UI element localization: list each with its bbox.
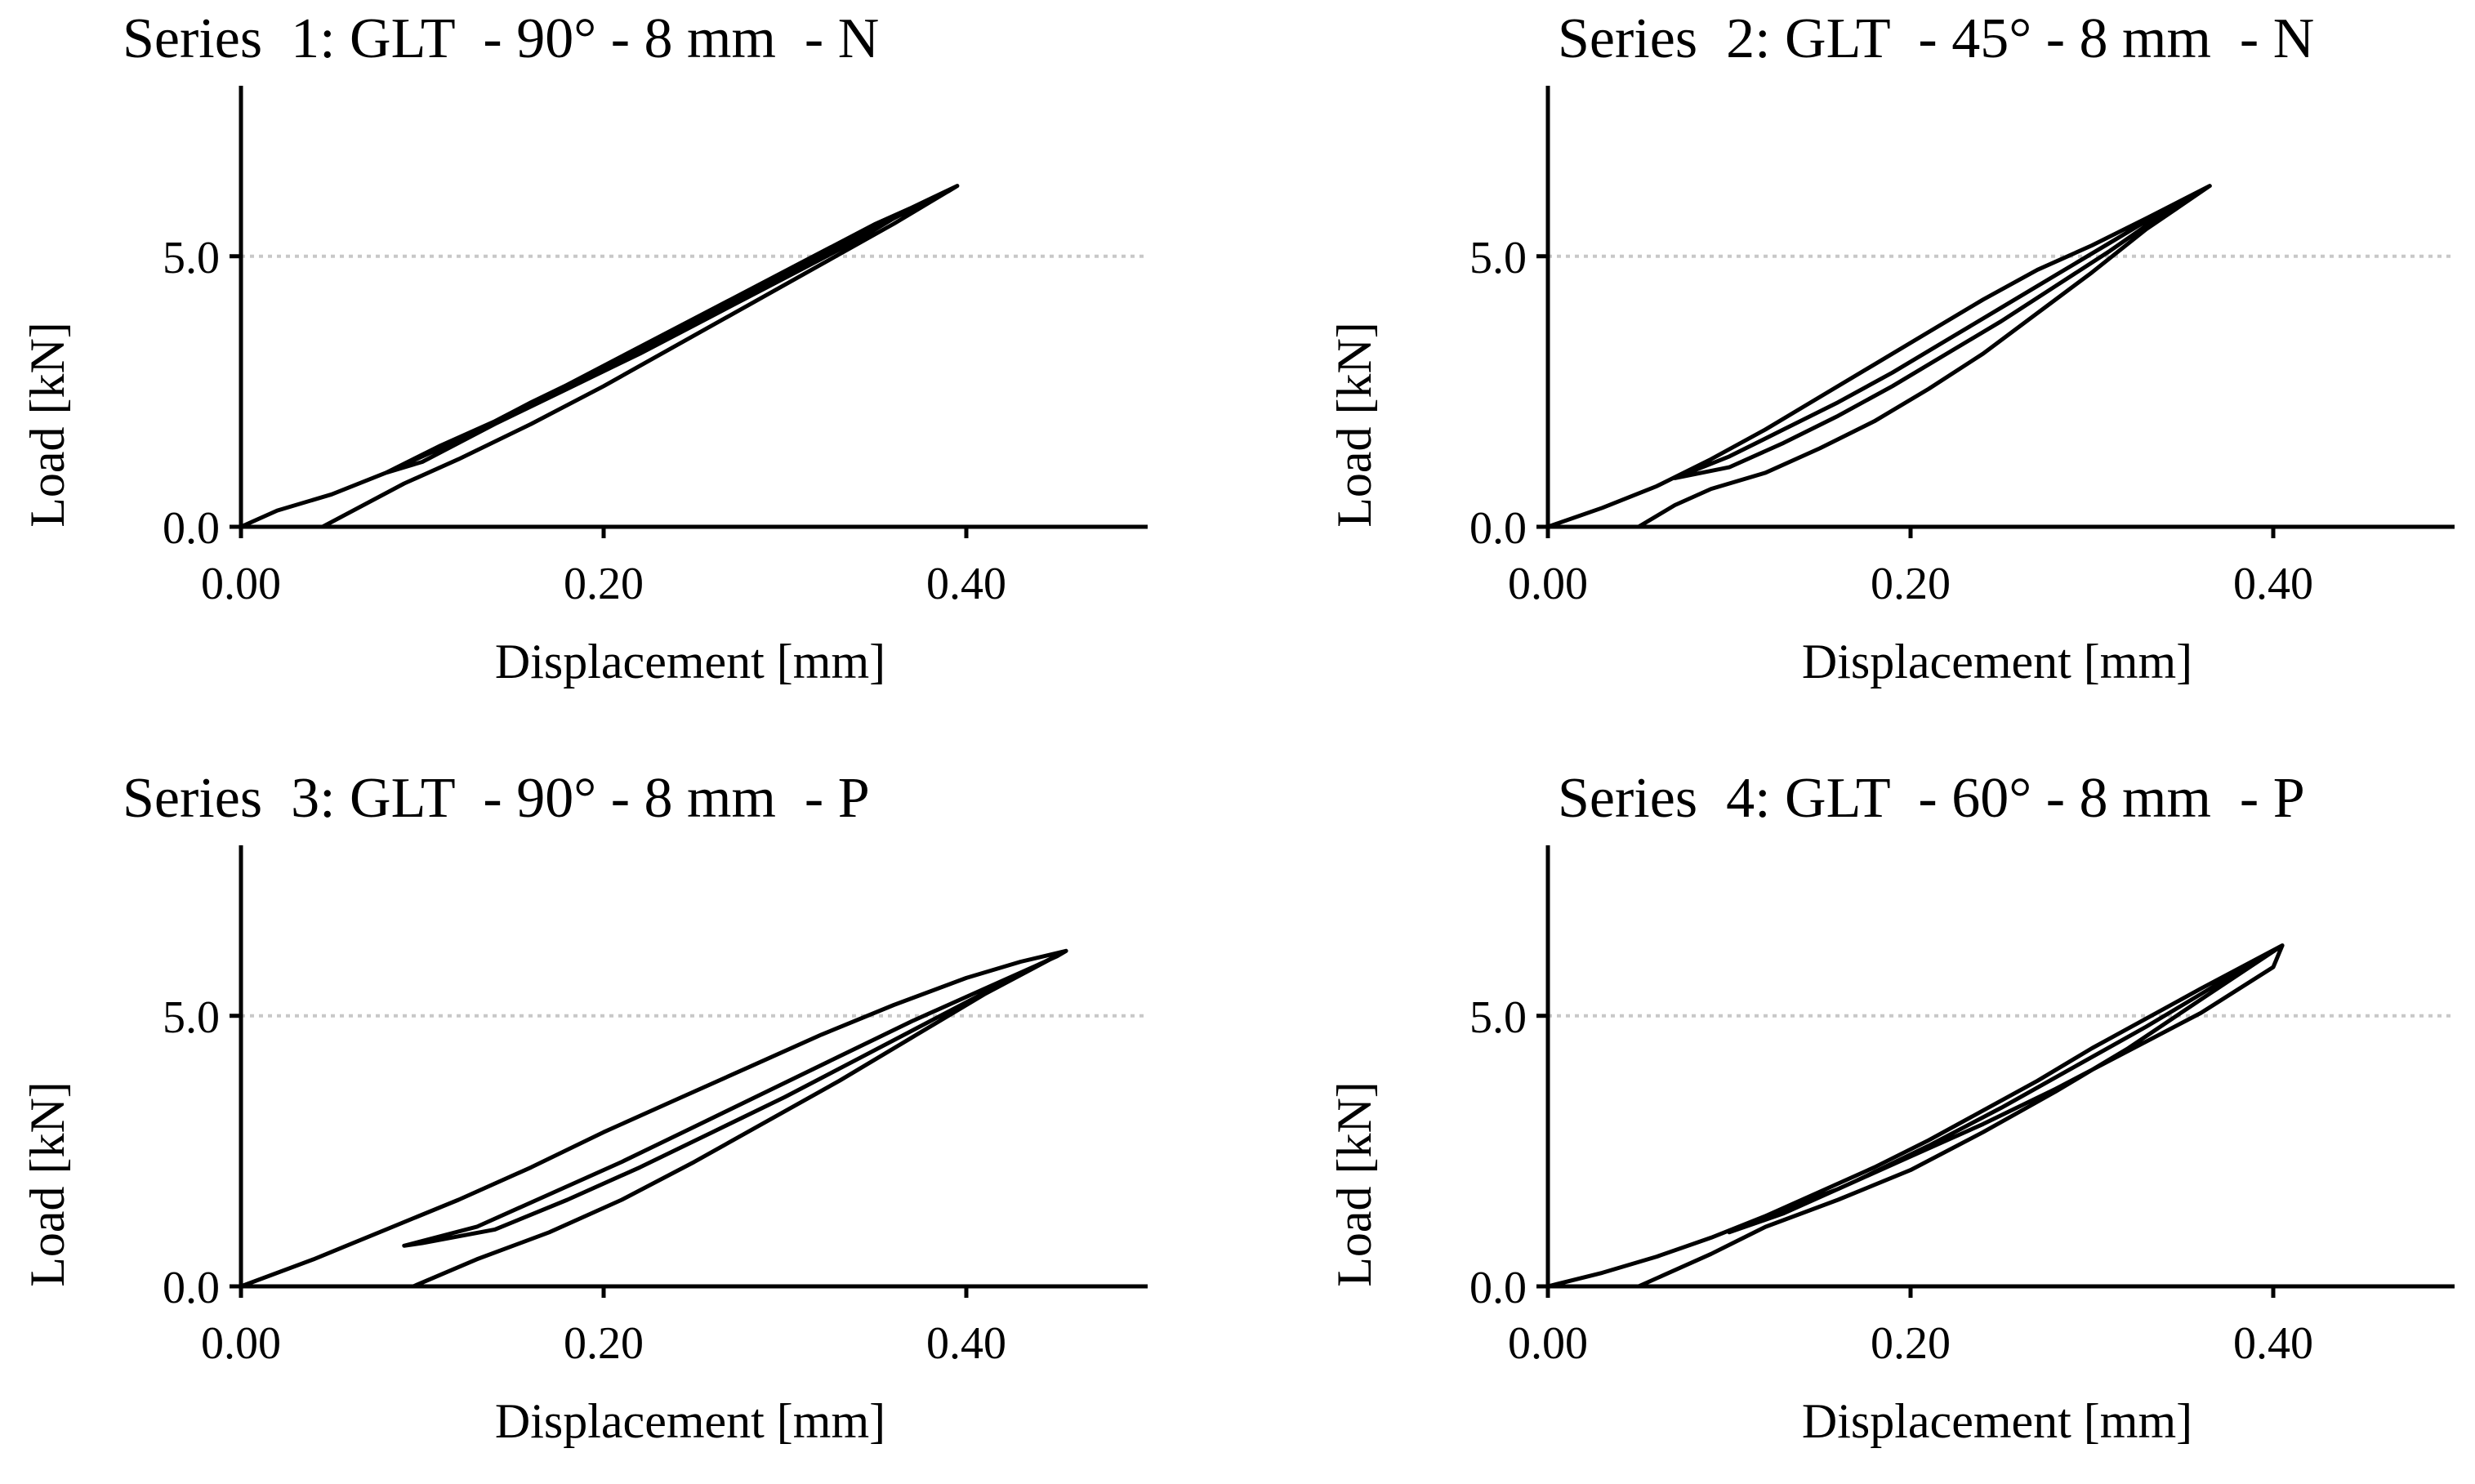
y-tick-label: 5.0 xyxy=(163,992,220,1043)
panel-series-2: Series 2: GLT - 45° - 8 mm - N Load [kN]… xyxy=(1327,7,2455,689)
y-ticks: 0.0 5.0 xyxy=(1469,233,1548,554)
x-tick-label: 0.20 xyxy=(1871,559,1951,609)
y-axis-label: Load [kN] xyxy=(1327,1081,1381,1287)
y-tick-label: 0.0 xyxy=(1469,1263,1527,1313)
axes xyxy=(239,845,1148,1289)
y-tick-label: 0.0 xyxy=(163,503,220,554)
y-tick-label: 5.0 xyxy=(163,233,220,283)
x-tick-label: 0.20 xyxy=(1871,1318,1951,1369)
x-tick-label: 0.20 xyxy=(564,559,644,609)
x-ticks: 0.00 0.20 0.40 xyxy=(201,527,1006,609)
panel-series-3: Series 3: GLT - 90° - 8 mm - P Load [kN]… xyxy=(20,767,1148,1448)
axes xyxy=(239,86,1148,529)
x-tick-label: 0.40 xyxy=(926,1318,1006,1369)
y-ticks: 0.0 5.0 xyxy=(1469,992,1548,1313)
x-tick-label: 0.00 xyxy=(201,1318,281,1369)
y-axis-label: Load [kN] xyxy=(20,322,74,528)
load-displacement-curve xyxy=(1545,184,2212,529)
y-ticks: 0.0 5.0 xyxy=(163,992,241,1313)
x-ticks: 0.00 0.20 0.40 xyxy=(201,1286,1006,1369)
x-tick-label: 0.00 xyxy=(1508,559,1588,609)
panel-series-1: Series 1: GLT - 90° - 8 mm - N Load [kN]… xyxy=(20,7,1148,689)
axes xyxy=(1545,845,2455,1289)
y-tick-label: 5.0 xyxy=(1469,233,1527,283)
x-tick-label: 0.40 xyxy=(2233,559,2313,609)
x-axis-label: Displacement [mm] xyxy=(1802,1394,2192,1448)
load-displacement-curve xyxy=(1545,943,2285,1289)
y-axis-label: Load [kN] xyxy=(1327,322,1381,528)
load-displacement-curve xyxy=(239,948,1068,1289)
x-tick-label: 0.40 xyxy=(2233,1318,2313,1369)
panel-title: Series 4: GLT - 60° - 8 mm - P xyxy=(1558,767,2305,830)
x-axis-label: Displacement [mm] xyxy=(495,1394,885,1448)
y-tick-label: 5.0 xyxy=(1469,992,1527,1043)
y-axis-label: Load [kN] xyxy=(20,1081,74,1287)
panel-title: Series 2: GLT - 45° - 8 mm - N xyxy=(1558,7,2314,70)
y-tick-label: 0.0 xyxy=(163,1263,220,1313)
y-ticks: 0.0 5.0 xyxy=(163,233,241,554)
x-ticks: 0.00 0.20 0.40 xyxy=(1508,1286,2313,1369)
x-axis-label: Displacement [mm] xyxy=(495,635,885,689)
load-displacement-curve xyxy=(239,184,960,529)
panel-title: Series 1: GLT - 90° - 8 mm - N xyxy=(123,7,879,70)
x-tick-label: 0.00 xyxy=(201,559,281,609)
x-tick-label: 0.20 xyxy=(564,1318,644,1369)
x-axis-label: Displacement [mm] xyxy=(1802,635,2192,689)
panel-title: Series 3: GLT - 90° - 8 mm - P xyxy=(123,767,870,830)
x-tick-label: 0.40 xyxy=(926,559,1006,609)
y-tick-label: 0.0 xyxy=(1469,503,1527,554)
panel-series-4: Series 4: GLT - 60° - 8 mm - P Load [kN]… xyxy=(1327,767,2455,1448)
x-tick-label: 0.00 xyxy=(1508,1318,1588,1369)
x-ticks: 0.00 0.20 0.40 xyxy=(1508,527,2313,609)
